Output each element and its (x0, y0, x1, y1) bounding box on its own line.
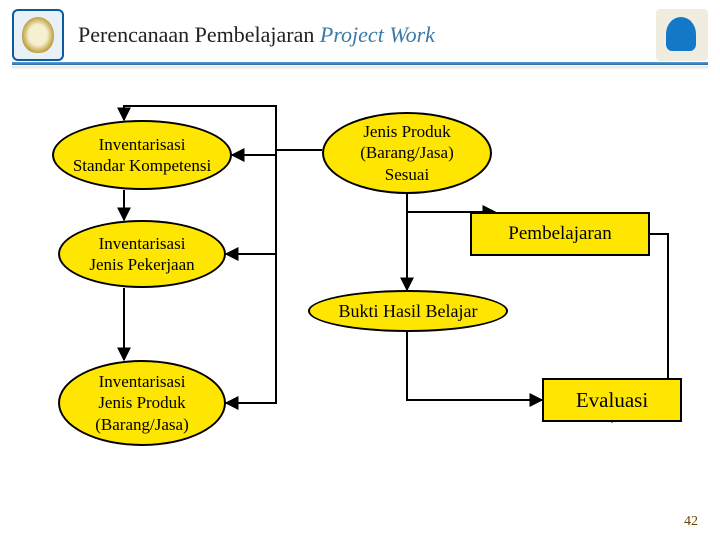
edge (226, 106, 276, 403)
flow-node-r2: Evaluasi (542, 378, 682, 422)
page-title: Perencanaan Pembelajaran Project Work (64, 22, 656, 48)
diagram-canvas: InventarisasiStandar Kompetensi Inventari… (0, 70, 720, 530)
header: Perencanaan Pembelajaran Project Work (0, 0, 720, 62)
flow-node-n4: Jenis Produk(Barang/Jasa)Sesuai (322, 112, 492, 194)
edge (407, 332, 542, 400)
header-rule (12, 62, 708, 65)
flow-node-n5: Bukti Hasil Belajar (308, 290, 508, 332)
ministry-logo-icon (12, 9, 64, 61)
flow-node-r1: Pembelajaran (470, 212, 650, 256)
flow-node-n1: InventarisasiStandar Kompetensi (52, 120, 232, 190)
title-plain: Perencanaan Pembelajaran (78, 22, 320, 47)
kurikulum-logo-icon (656, 9, 708, 61)
edge (407, 194, 495, 212)
title-italic: Project Work (320, 22, 435, 47)
flow-node-n3: InventarisasiJenis Produk(Barang/Jasa) (58, 360, 226, 446)
flow-node-n2: InventarisasiJenis Pekerjaan (58, 220, 226, 288)
page-number: 42 (684, 514, 698, 530)
